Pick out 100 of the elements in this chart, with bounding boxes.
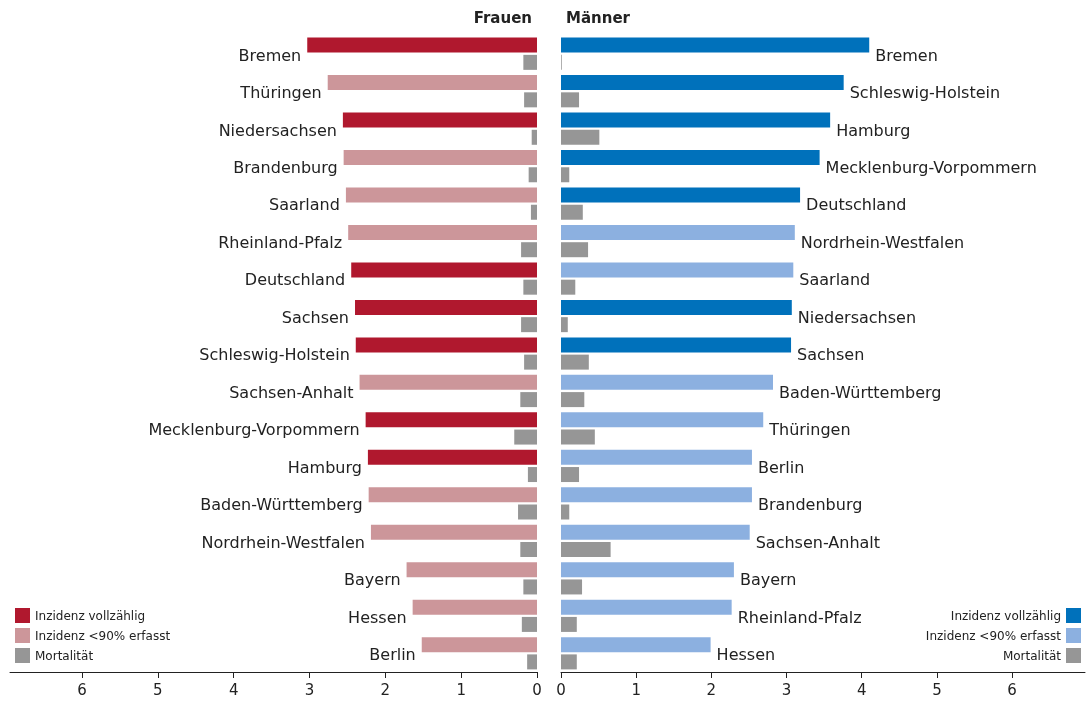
bar [421,637,537,653]
bar [524,354,537,370]
bar [561,374,774,390]
bar [561,37,870,53]
bar [343,150,537,166]
bar [561,541,611,557]
bar [561,354,589,370]
legend-label: Mortalität [35,648,94,663]
bar [561,392,585,408]
bar [367,449,537,465]
y-tick-label: Bayern [739,570,797,590]
bar [561,654,577,670]
bar [561,429,595,445]
bar [561,412,764,428]
x-tick-label: 0 [532,680,542,699]
bar [355,299,537,315]
x-tick-label: 6 [1007,680,1017,699]
y-tick-label: Deutschland [806,195,907,215]
bar [561,524,750,540]
bar [531,129,537,145]
y-tick-label: Mecklenburg-Vorpommern [148,420,360,440]
y-tick-label: Saarland [269,195,340,215]
bar [561,262,794,278]
bar [528,167,537,183]
bar [520,541,537,557]
bar [561,167,570,183]
y-tick-label: Deutschland [244,270,346,290]
y-tick-label: Bayern [344,570,401,590]
y-tick-label: Thüringen [768,420,851,440]
bar [561,504,570,520]
bar [355,337,537,353]
bar [561,579,583,595]
bar [561,75,844,91]
y-tick-label: Brandenburg [757,495,863,515]
y-tick-label: Berlin [757,457,805,477]
bar [561,150,820,166]
y-tick-label: Mecklenburg-Vorpommern [825,158,1037,178]
legend-label: Inzidenz <90% erfasst [925,628,1062,643]
bar [365,412,537,428]
chart-title: Frauen [473,8,533,27]
bar [561,112,831,128]
bar [561,449,752,465]
y-tick-label: Sachsen [281,307,350,327]
y-tick-label: Schleswig-Holstein [849,83,1001,103]
bar [561,129,600,145]
bar [561,637,711,653]
bar [561,487,752,503]
y-tick-label: Nordrhein-Westfalen [800,232,965,252]
bar [527,467,537,483]
x-tick-label: 4 [856,680,867,699]
x-tick-label: 3 [304,680,315,699]
y-tick-label: Baden-Württemberg [779,382,942,402]
x-tick-label: 0 [556,680,566,699]
bar [368,487,537,503]
bar [527,654,537,670]
bar [351,262,537,278]
y-tick-label: Nordrhein-Westfalen [201,532,365,552]
bar [327,75,537,91]
y-tick-label: Hamburg [287,457,362,477]
bar [561,279,576,295]
bar [521,616,537,632]
bar [561,562,734,578]
bar [521,317,537,333]
y-tick-label: Niedersachsen [797,307,917,327]
y-tick-label: Thüringen [239,83,322,103]
bar [514,429,537,445]
x-tick-label: 3 [781,680,792,699]
x-tick-label: 5 [932,680,942,699]
legend-label: Inzidenz <90% erfasst [35,628,171,643]
bar [412,599,537,615]
bar [561,242,589,258]
y-tick-label: Saarland [799,270,871,290]
bar [307,37,537,53]
bar [521,242,537,258]
y-tick-label: Rheinland-Pfalz [218,232,343,252]
y-tick-label: Berlin [369,645,416,665]
bar [406,562,537,578]
y-tick-label: Hamburg [836,120,911,140]
chart-title: Männer [566,8,631,27]
x-tick-label: 2 [706,680,717,699]
x-tick-label: 2 [380,680,391,699]
y-tick-label: Baden-Württemberg [200,495,363,515]
bar [523,54,537,70]
bar [523,279,537,295]
bar [345,187,537,203]
bar [520,392,537,408]
y-tick-label: Hessen [348,607,407,627]
x-tick-label: 1 [631,680,641,699]
y-tick-label: Brandenburg [233,158,338,178]
y-tick-label: Hessen [716,645,776,665]
y-tick-label: Rheinland-Pfalz [737,607,862,627]
legend-label: Inzidenz vollzählig [950,608,1061,623]
bar [561,224,795,240]
bar [342,112,537,128]
bar [359,374,537,390]
bar [561,599,732,615]
bar [348,224,537,240]
x-tick-label: 1 [456,680,466,699]
bar [561,616,577,632]
bar [561,187,801,203]
